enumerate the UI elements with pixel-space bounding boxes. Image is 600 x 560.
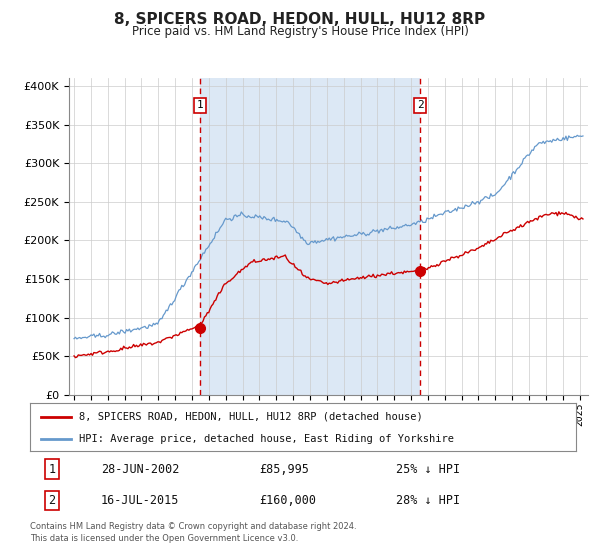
- Text: HPI: Average price, detached house, East Riding of Yorkshire: HPI: Average price, detached house, East…: [79, 434, 454, 444]
- Text: £160,000: £160,000: [259, 494, 316, 507]
- Text: 16-JUL-2015: 16-JUL-2015: [101, 494, 179, 507]
- Text: 25% ↓ HPI: 25% ↓ HPI: [396, 463, 460, 475]
- Text: Price paid vs. HM Land Registry's House Price Index (HPI): Price paid vs. HM Land Registry's House …: [131, 25, 469, 38]
- Text: 28-JUN-2002: 28-JUN-2002: [101, 463, 179, 475]
- Text: 2: 2: [417, 100, 424, 110]
- Text: Contains HM Land Registry data © Crown copyright and database right 2024.: Contains HM Land Registry data © Crown c…: [30, 522, 356, 531]
- Bar: [200, 78, 420, 395]
- Text: 1: 1: [48, 463, 55, 475]
- Text: £85,995: £85,995: [259, 463, 309, 475]
- Text: 2: 2: [48, 494, 55, 507]
- Text: This data is licensed under the Open Government Licence v3.0.: This data is licensed under the Open Gov…: [30, 534, 298, 543]
- Text: 8, SPICERS ROAD, HEDON, HULL, HU12 8RP: 8, SPICERS ROAD, HEDON, HULL, HU12 8RP: [115, 12, 485, 27]
- Text: 28% ↓ HPI: 28% ↓ HPI: [396, 494, 460, 507]
- Text: 8, SPICERS ROAD, HEDON, HULL, HU12 8RP (detached house): 8, SPICERS ROAD, HEDON, HULL, HU12 8RP (…: [79, 412, 423, 422]
- Text: 1: 1: [197, 100, 203, 110]
